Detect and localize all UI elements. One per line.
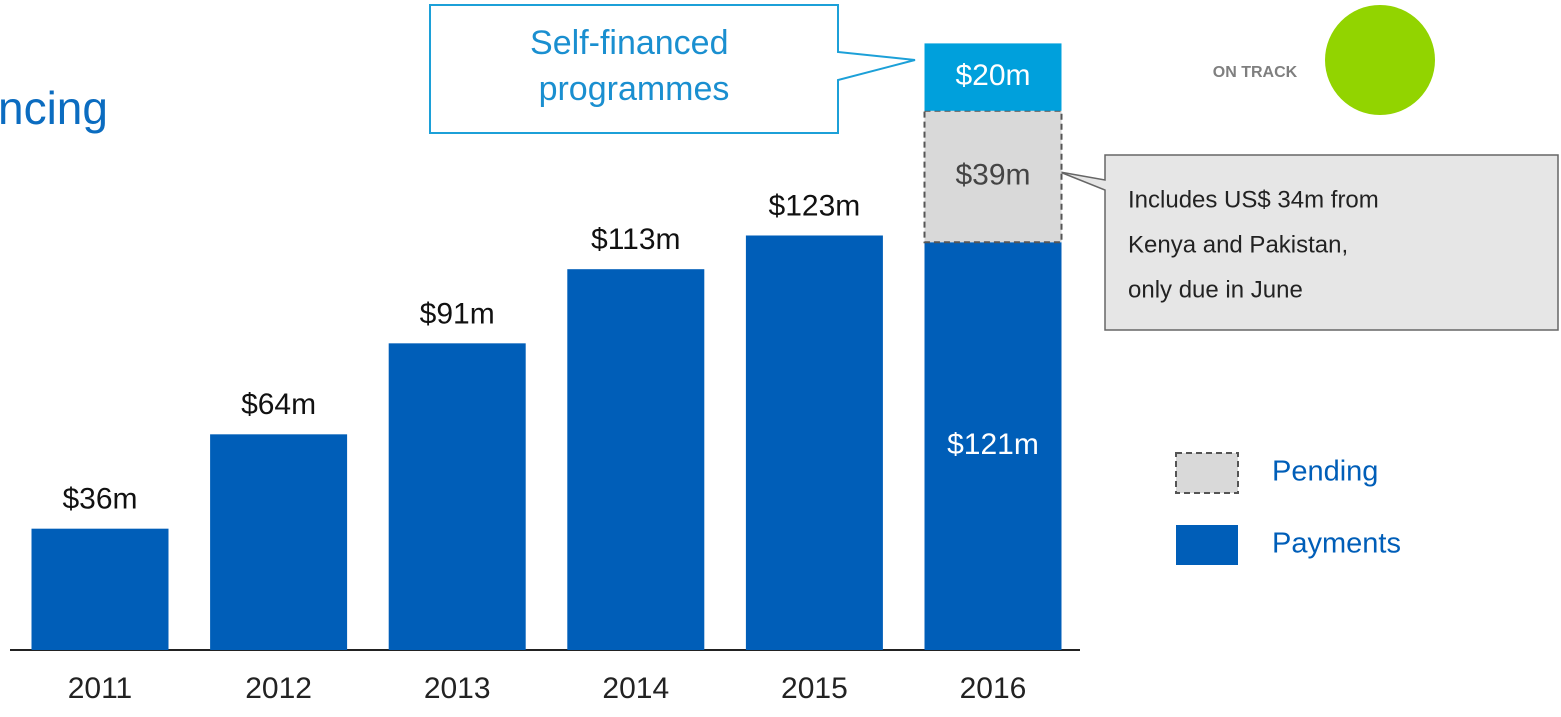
value-label: $91m: [420, 297, 495, 330]
annotation-text: Kenya and Pakistan,: [1128, 231, 1348, 258]
x-tick-label: 2015: [781, 672, 848, 705]
annotation-text: only due in June: [1128, 276, 1303, 303]
callout-line: Self-financed: [530, 24, 738, 62]
value-label: $39m: [955, 158, 1030, 191]
bar-segment: [745, 235, 883, 651]
x-tick-label: 2011: [68, 672, 133, 705]
status-label: ON TRACK: [1213, 64, 1298, 81]
value-label: $36m: [62, 483, 137, 516]
callout-box: [429, 4, 916, 134]
x-tick-label: 2013: [424, 672, 491, 705]
value-label: $20m: [955, 59, 1030, 92]
callout-text: Self-financed programmes: [530, 24, 738, 108]
status-indicator: [1325, 5, 1435, 115]
value-label: $64m: [241, 388, 316, 421]
x-tick-label: 2012: [245, 672, 312, 705]
value-label: $121m: [947, 428, 1039, 461]
bar-segment: [924, 242, 1062, 651]
callout-line: programmes: [539, 70, 730, 108]
annotation-text: Includes US$ 34m from: [1128, 186, 1379, 213]
legend-swatch: [1175, 452, 1239, 494]
bar-segment: [210, 434, 348, 650]
x-tick-label: 2016: [960, 672, 1027, 705]
bar-segment: [924, 43, 1062, 111]
bar-segment: [567, 269, 705, 650]
bar-segment: [388, 343, 526, 650]
chart-title: ncing: [0, 82, 108, 134]
legend-label: Payments: [1272, 528, 1401, 560]
value-label: $113m: [591, 223, 681, 256]
value-label: $123m: [769, 189, 861, 222]
annotation-box: [1059, 154, 1559, 331]
bar-segment: [31, 528, 169, 650]
x-tick-label: 2014: [602, 672, 669, 705]
bar-segment: [923, 109, 1063, 244]
legend-label: Pending: [1272, 456, 1378, 488]
legend-swatch: [1176, 525, 1238, 565]
